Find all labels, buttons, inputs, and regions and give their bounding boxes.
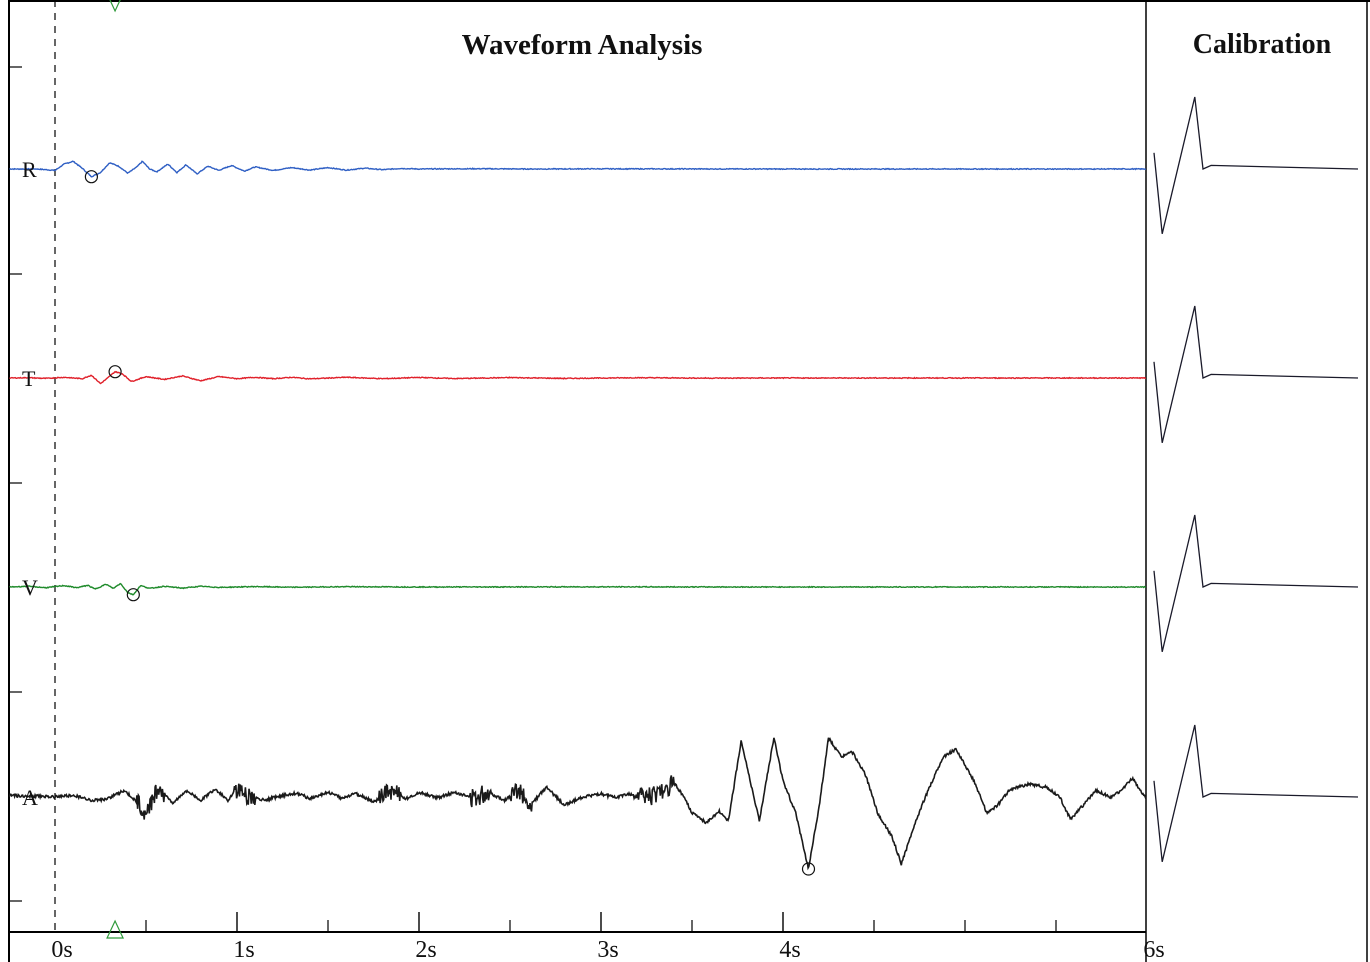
channel-label-T: T [22,366,36,391]
time-axis: 0s 1s 2s 3s 4s 6s [51,0,1165,962]
channel-labels: R T V A [22,157,38,810]
pick-marker-A[interactable] [801,862,816,876]
tick-label: 0s [51,937,72,962]
tick-label: 6s [1143,937,1164,962]
waveform-traces [8,160,1147,876]
calibration-pulse-V [1153,514,1359,652]
trace-V [9,582,1147,596]
tick-label: 3s [597,937,618,962]
pick-marker-T[interactable] [108,365,122,379]
calibration-pulses [1153,96,1359,862]
left-axis-ticks [9,66,22,902]
chart-title: Waveform Analysis [462,29,703,61]
trace-T [9,370,1146,385]
tick-label: 1s [233,937,254,962]
calibration-pulse-T [1153,305,1359,443]
trigger-marker-top[interactable] [109,0,121,13]
calibration-title: Calibration [1193,29,1332,60]
trace-A [8,737,1147,871]
trigger-marker-bottom[interactable] [106,919,125,939]
channel-label-A: A [22,785,38,810]
trace-R [9,160,1147,178]
tick-label: 2s [415,937,436,962]
pick-marker-V[interactable] [126,588,140,602]
channel-label-R: R [22,157,37,182]
pick-marker-R[interactable] [84,170,99,184]
calibration-pulse-R [1153,96,1359,234]
tick-label: 4s [779,937,800,962]
channel-label-V: V [22,575,38,600]
calibration-pulse-A [1153,724,1359,862]
